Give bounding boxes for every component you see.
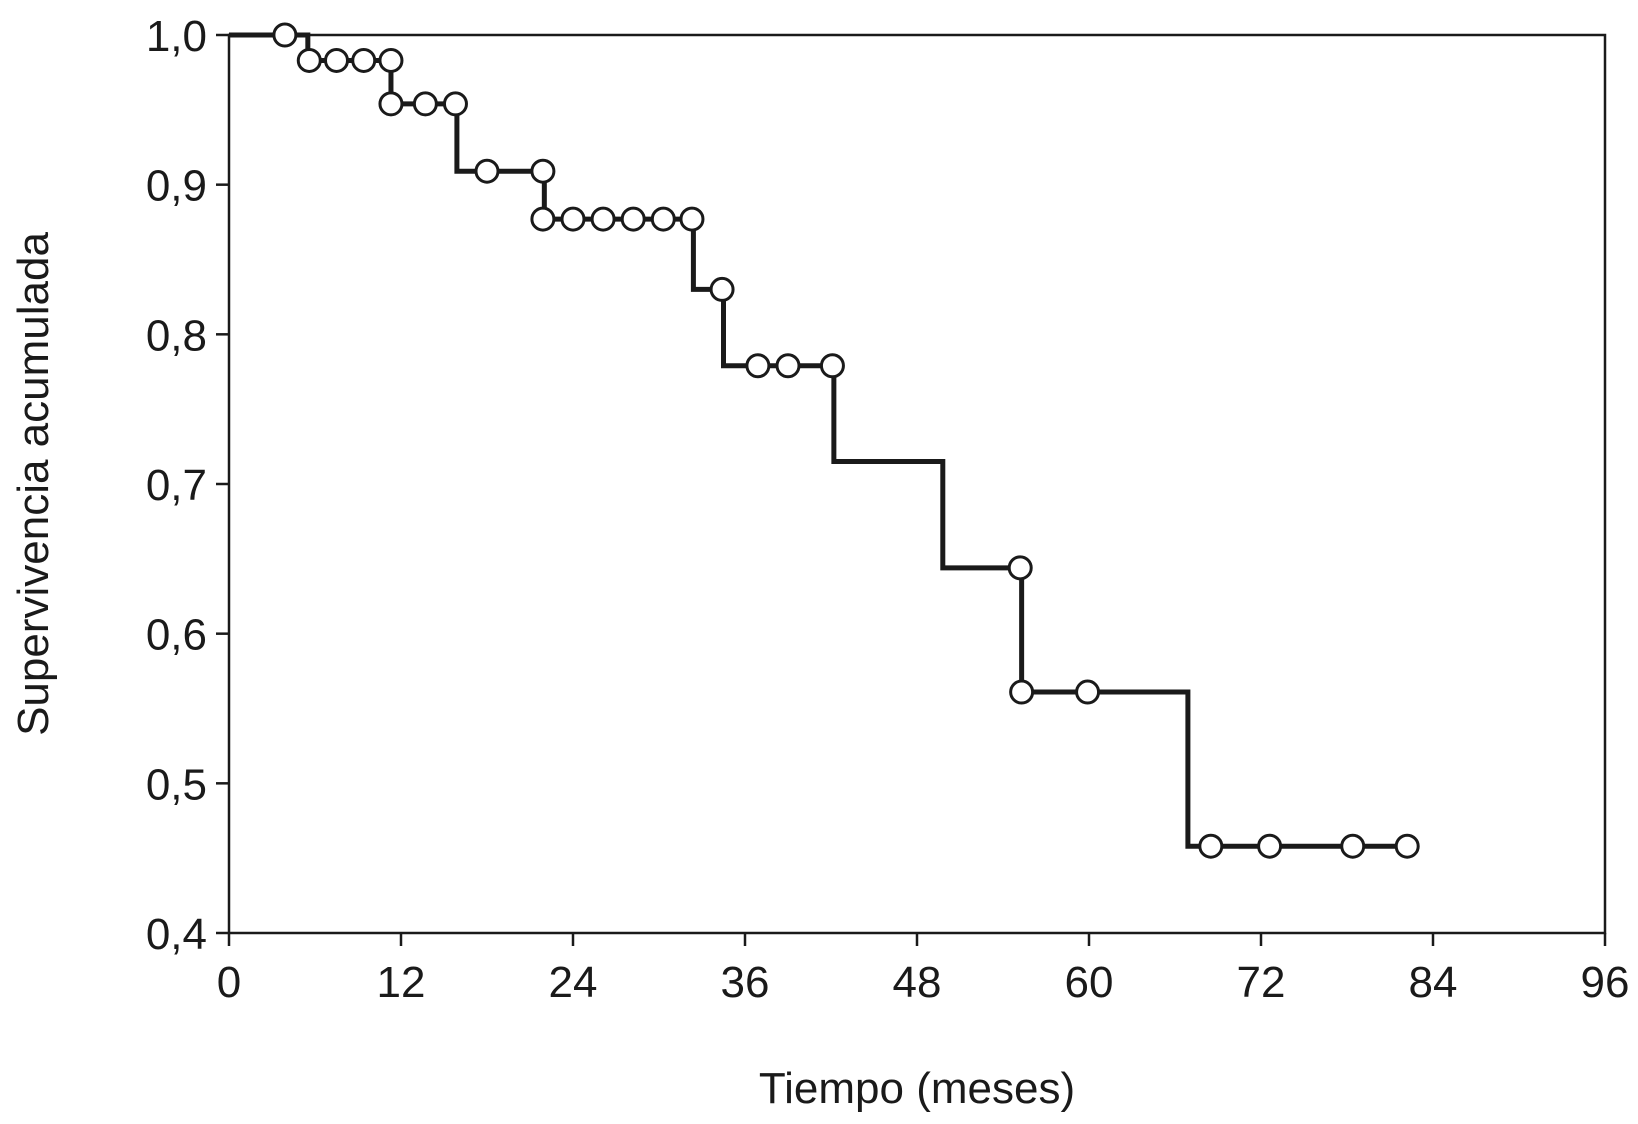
censored-marker <box>819 353 845 379</box>
censored-marker <box>1007 555 1033 581</box>
censored-marker <box>1394 833 1420 859</box>
y-tick-label: 0,9 <box>146 162 207 211</box>
censored-marker <box>442 91 468 117</box>
censored-marker <box>679 206 705 232</box>
censored-marker <box>412 91 438 117</box>
x-tick-label: 96 <box>1581 958 1630 1007</box>
axis-ticks <box>216 33 1607 946</box>
x-axis-title: Tiempo (meses) <box>759 1064 1075 1113</box>
censored-marker <box>324 47 349 73</box>
censored-marker <box>1198 833 1224 859</box>
censored-marker <box>378 91 404 117</box>
censored-markers <box>272 22 1420 859</box>
y-tick-label: 0,6 <box>146 611 207 660</box>
censored-marker <box>1340 833 1366 859</box>
x-tick-label: 36 <box>721 958 770 1007</box>
x-tick-label: 12 <box>377 958 426 1007</box>
plot-frame <box>227 33 1607 935</box>
axis-tick-labels: 0 12 24 36 48 60 72 84 96 1,0 0,9 0,8 0,7 0,6 0,5 0,4 <box>146 12 1630 1007</box>
y-tick-label: 0,5 <box>146 760 207 809</box>
x-tick-label: 0 <box>217 958 241 1007</box>
censored-marker <box>1075 679 1101 705</box>
x-tick-label: 24 <box>549 958 598 1007</box>
y-tick-label: 0,4 <box>146 910 207 959</box>
censored-marker <box>296 47 322 73</box>
x-tick-label: 60 <box>1065 958 1114 1007</box>
censored-marker <box>650 206 676 232</box>
censored-marker <box>272 22 298 48</box>
censored-marker <box>530 206 556 232</box>
censored-marker <box>378 47 404 73</box>
censored-marker <box>1009 679 1035 705</box>
censored-marker <box>709 276 735 302</box>
censored-marker <box>745 353 771 379</box>
censored-marker <box>560 206 586 232</box>
censored-marker <box>351 47 377 73</box>
censored-marker <box>530 158 556 184</box>
y-axis-title: Supervivencia acumulada <box>9 232 58 736</box>
censored-marker <box>474 158 500 184</box>
x-tick-label: 48 <box>893 958 942 1007</box>
survival-step-line <box>229 32 1408 849</box>
censored-marker <box>775 353 801 379</box>
censored-marker <box>590 206 616 232</box>
y-tick-label: 0,7 <box>146 461 207 510</box>
x-tick-label: 84 <box>1409 958 1458 1007</box>
censored-marker <box>1257 833 1283 859</box>
censored-marker <box>620 206 646 232</box>
y-tick-label: 0,8 <box>146 311 207 360</box>
x-tick-label: 72 <box>1237 958 1286 1007</box>
y-tick-label: 1,0 <box>146 12 207 61</box>
